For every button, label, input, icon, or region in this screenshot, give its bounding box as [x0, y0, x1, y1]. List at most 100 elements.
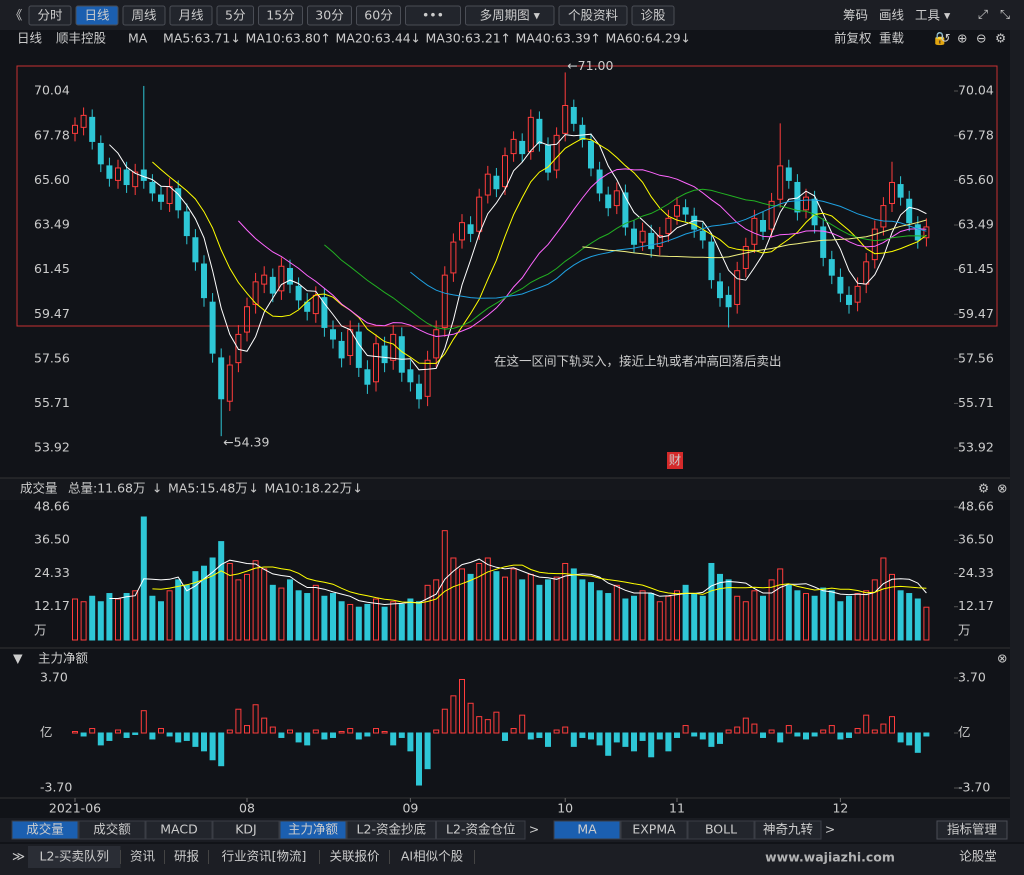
indicator-tab-label[interactable]: EXPMA — [632, 822, 676, 837]
volume-bar — [545, 579, 551, 641]
indicator-tab[interactable] — [145, 820, 213, 840]
indicator-tab[interactable] — [687, 820, 755, 840]
indicator-tab-label[interactable]: 成交量 — [26, 822, 64, 837]
toolbar-label[interactable]: 5分 — [225, 8, 245, 23]
toolbar-button[interactable] — [558, 5, 628, 26]
manage-label[interactable]: 指标管理 — [947, 822, 998, 837]
event-marker[interactable]: 财 — [669, 453, 682, 468]
toolbar-button[interactable] — [258, 5, 303, 26]
collapse-icon[interactable]: ▼ — [13, 651, 23, 666]
volume-bar — [123, 593, 130, 641]
candle-body — [209, 301, 216, 354]
candle-body — [527, 116, 534, 153]
toolbar-right-label[interactable]: 筹码 — [843, 8, 868, 23]
settings-icon[interactable]: ⚙ — [995, 31, 1006, 46]
indicator-tab[interactable] — [553, 820, 621, 840]
indicator-tab[interactable] — [436, 820, 526, 840]
close-icon[interactable]: ⊗ — [997, 481, 1007, 496]
indicator-tab[interactable] — [346, 820, 436, 840]
toolbar-button[interactable] — [465, 5, 555, 26]
lock-icon[interactable]: 🔒 — [932, 31, 948, 46]
bottom-tab[interactable]: 研报 — [174, 849, 200, 864]
toolbar-button[interactable] — [631, 5, 675, 26]
y-tick-label-right: 65.60 — [958, 172, 994, 187]
candle-body — [106, 165, 113, 179]
y-tick-label-right: 57.56 — [958, 350, 994, 365]
toolbar-label[interactable]: 多周期图 ▾ — [480, 8, 541, 23]
volume-bar — [459, 568, 465, 641]
toolbar-label[interactable]: 分时 — [37, 8, 63, 23]
volume-bar — [502, 576, 508, 641]
indicator-tab-label[interactable]: 神奇九转 — [763, 822, 813, 837]
toolbar-label[interactable]: 个股资料 — [568, 8, 619, 23]
toolbar-button[interactable] — [356, 5, 401, 26]
indicator-tab-label[interactable]: MACD — [160, 822, 197, 837]
bottom-tab[interactable]: AI相似个股 — [401, 849, 464, 864]
toolbar-button[interactable] — [122, 5, 166, 26]
flow-bar — [854, 728, 861, 734]
toolbar-button[interactable] — [28, 5, 72, 26]
indicator-tab[interactable] — [212, 820, 280, 840]
y-tick-label: 48.66 — [34, 499, 70, 514]
indicator-tab-label[interactable]: BOLL — [705, 822, 737, 837]
toolbar-label[interactable]: 日线 — [84, 8, 110, 23]
indicator-tab-label[interactable]: L2-资金抄底 — [357, 822, 426, 837]
candle-body — [192, 237, 199, 263]
flow-bar — [510, 728, 517, 734]
toolbar-label[interactable]: 15分 — [266, 8, 294, 23]
ma-line — [238, 168, 927, 338]
toolbar-label[interactable]: 30分 — [315, 8, 343, 23]
toolbar-button[interactable] — [307, 5, 352, 26]
toolbar-label[interactable]: 《 — [10, 8, 23, 23]
zoom-out-icon[interactable]: ⊖ — [976, 31, 986, 46]
indicator-tab-label[interactable]: 成交额 — [93, 822, 131, 837]
indicator-tab[interactable] — [620, 820, 688, 840]
zoom-in-icon[interactable]: ⊕ — [957, 31, 967, 46]
toolbar-right-label[interactable]: 画线 — [879, 8, 905, 23]
candle-body — [717, 281, 723, 299]
toolbar-button[interactable] — [216, 5, 254, 26]
toolbar-button[interactable] — [169, 5, 213, 26]
candle-body — [218, 357, 225, 400]
bottom-tab[interactable]: 资讯 — [130, 849, 156, 864]
indicator-tab-label[interactable]: KDJ — [235, 822, 257, 837]
more-arrow[interactable]: > — [529, 822, 539, 837]
forum-tab[interactable]: 论股堂 — [959, 849, 997, 864]
bottom-tab[interactable]: 行业资讯[物流] — [222, 849, 307, 864]
bottom-tab[interactable]: L2-买卖队列 — [40, 849, 109, 864]
toolbar-label[interactable]: ••• — [422, 8, 444, 23]
toolbar-button[interactable] — [75, 5, 119, 26]
adjust-label[interactable]: 前复权 — [834, 31, 872, 46]
toolbar-label[interactable]: 诊股 — [640, 8, 666, 23]
indicator-tab-label[interactable]: 主力净额 — [288, 822, 339, 837]
indicator-tab-label[interactable]: MA — [577, 822, 597, 837]
toolbar-button[interactable] — [405, 5, 461, 26]
more-arrow[interactable]: > — [825, 822, 835, 837]
toolbar-right-label[interactable]: 工具 ▾ — [915, 8, 951, 23]
flow-bar — [923, 732, 930, 737]
toolbar-label[interactable]: 周线 — [131, 8, 157, 23]
candle-body — [226, 364, 233, 402]
volume-bar — [355, 606, 362, 641]
flow-bar — [613, 732, 620, 743]
bottom-tab-active[interactable] — [28, 846, 121, 868]
flow-bar — [312, 729, 319, 734]
close-icon[interactable]: ⊗ — [997, 651, 1007, 666]
indicator-tab[interactable] — [11, 820, 79, 840]
toolbar-label[interactable]: 60分 — [364, 8, 392, 23]
manage-button[interactable] — [936, 820, 1008, 840]
indicator-tab[interactable] — [754, 820, 822, 840]
settings-icon[interactable]: ⚙ — [978, 481, 989, 496]
indicator-tab[interactable] — [279, 820, 347, 840]
close-icon[interactable]: ⤡ — [1000, 7, 1011, 22]
expand-icon[interactable]: ⤢ — [978, 7, 988, 22]
toolbar-label[interactable]: 月线 — [178, 8, 204, 23]
indicator-tab[interactable] — [78, 820, 146, 840]
collapse-icon[interactable]: ≫ — [12, 849, 25, 864]
indicator-tab-label[interactable]: L2-资金仓位 — [446, 822, 515, 837]
undo-icon[interactable]: ↺ — [940, 31, 950, 46]
price-annotation: ←54.39 — [223, 435, 269, 450]
reload-label[interactable]: 重载 — [879, 31, 905, 46]
candle-body — [467, 224, 474, 234]
bottom-tab[interactable]: 关联报价 — [329, 849, 380, 864]
